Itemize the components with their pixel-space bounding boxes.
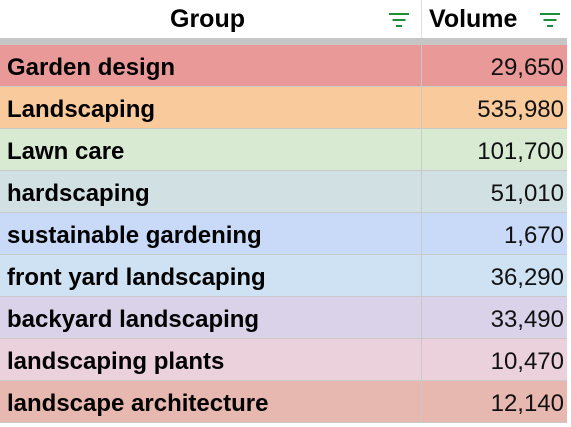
filter-icon[interactable] xyxy=(539,12,561,28)
column-divider xyxy=(421,339,422,380)
volume-cell[interactable]: 10,470 xyxy=(490,348,564,375)
volume-cell[interactable]: 535,980 xyxy=(477,96,564,123)
group-cell[interactable]: Garden design xyxy=(7,54,176,81)
volume-cell[interactable]: 12,140 xyxy=(490,390,564,417)
column-divider xyxy=(421,0,422,38)
column-divider xyxy=(421,213,422,254)
volume-cell[interactable]: 101,700 xyxy=(477,138,564,165)
column-header-volume[interactable]: Volume xyxy=(422,0,571,38)
column-header-group[interactable]: Group xyxy=(0,0,421,38)
volume-cell[interactable]: 36,290 xyxy=(490,264,564,291)
table-body: Garden design 29,650 Landscaping 535,980… xyxy=(0,45,571,423)
table-row: hardscaping 51,010 xyxy=(0,171,571,213)
column-divider xyxy=(421,171,422,212)
column-header-volume-label: Volume xyxy=(429,5,518,33)
column-header-group-label: Group xyxy=(170,5,245,33)
filter-icon[interactable] xyxy=(388,12,410,28)
column-divider xyxy=(421,255,422,296)
column-divider xyxy=(421,45,422,86)
table-row: Landscaping 535,980 xyxy=(0,87,571,129)
frozen-row-divider[interactable] xyxy=(0,38,571,45)
volume-cell[interactable]: 33,490 xyxy=(490,306,564,333)
column-divider xyxy=(421,297,422,338)
group-cell[interactable]: hardscaping xyxy=(7,180,150,207)
column-divider xyxy=(421,381,422,422)
group-cell[interactable]: Lawn care xyxy=(7,138,125,165)
header-row: Group Volume xyxy=(0,0,571,38)
volume-cell[interactable]: 29,650 xyxy=(490,54,564,81)
group-cell[interactable]: landscaping plants xyxy=(7,348,225,375)
table-row: landscape architecture 12,140 xyxy=(0,381,571,423)
group-cell[interactable]: Landscaping xyxy=(7,96,156,123)
table-row: front yard landscaping 36,290 xyxy=(0,255,571,297)
volume-cell[interactable]: 51,010 xyxy=(490,180,564,207)
table-row: landscaping plants 10,470 xyxy=(0,339,571,381)
table-row: Lawn care 101,700 xyxy=(0,129,571,171)
group-cell[interactable]: front yard landscaping xyxy=(7,264,266,291)
table-row: backyard landscaping 33,490 xyxy=(0,297,571,339)
group-cell[interactable]: sustainable gardening xyxy=(7,222,262,249)
group-cell[interactable]: backyard landscaping xyxy=(7,306,260,333)
table-row: sustainable gardening 1,670 xyxy=(0,213,571,255)
column-divider xyxy=(421,129,422,170)
volume-cell[interactable]: 1,670 xyxy=(503,222,564,249)
sheet-edge xyxy=(567,38,571,425)
column-divider xyxy=(421,87,422,128)
table-row: Garden design 29,650 xyxy=(0,45,571,87)
group-cell[interactable]: landscape architecture xyxy=(7,390,269,417)
